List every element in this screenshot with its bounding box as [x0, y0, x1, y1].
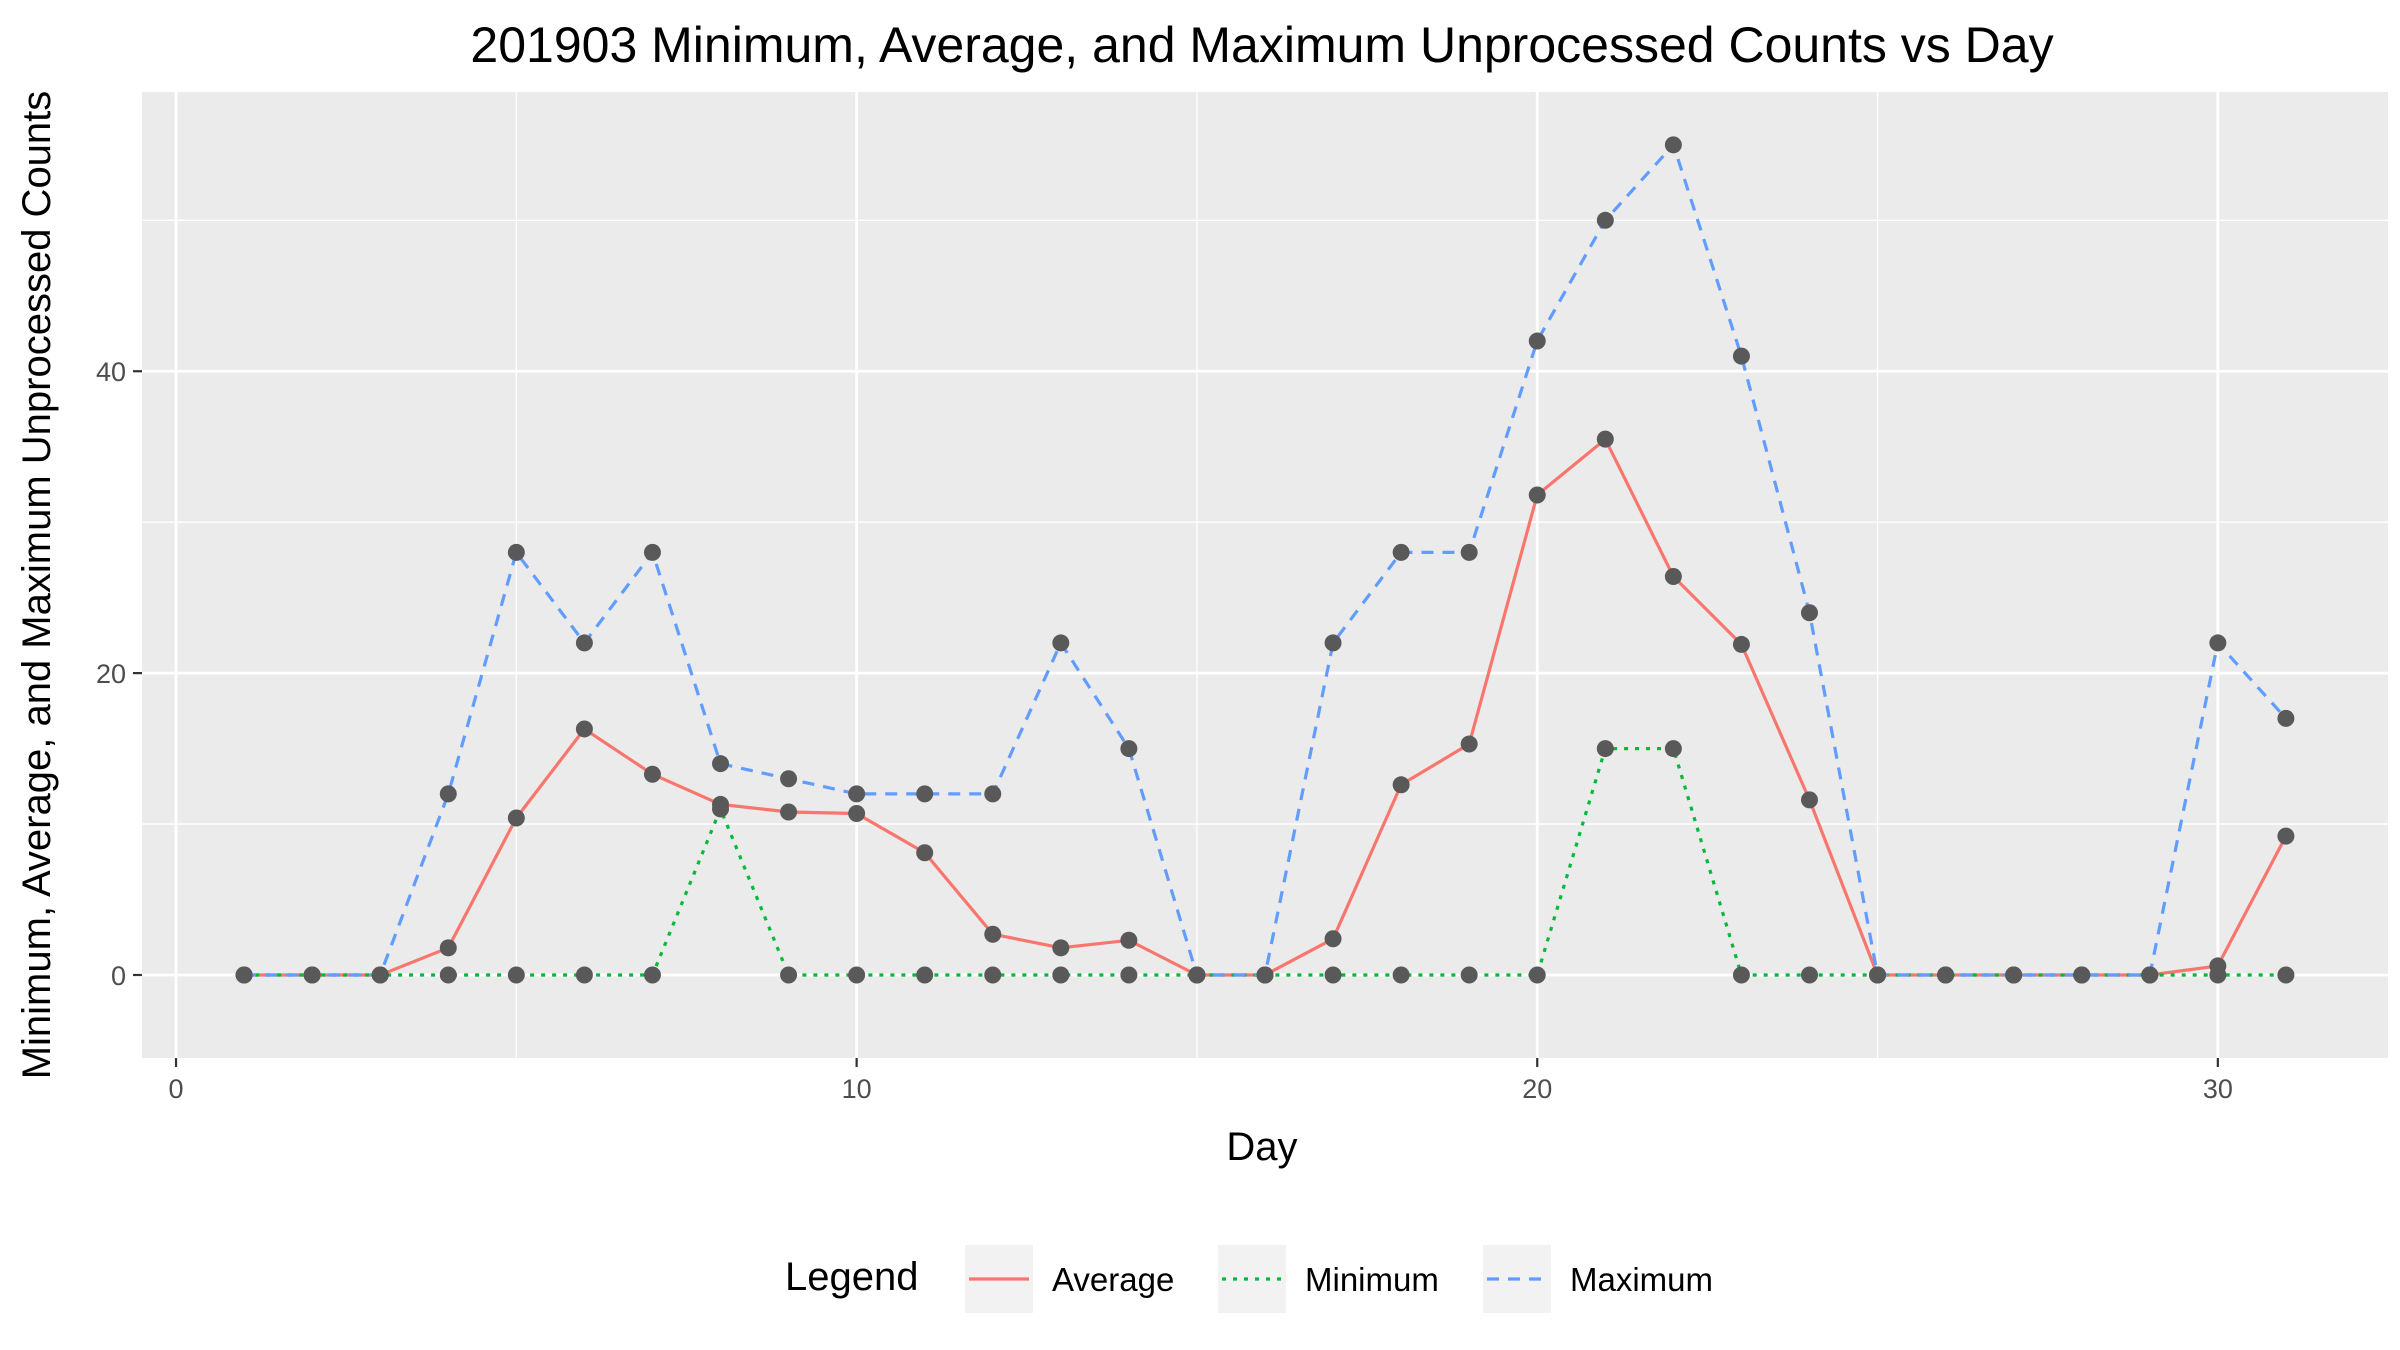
x-tick-label: 20 — [1522, 1074, 1552, 1104]
legend-label-maximum: Maximum — [1570, 1261, 1713, 1298]
data-point-maximum — [235, 966, 253, 984]
y-tick-label: 0 — [111, 961, 126, 991]
data-point-minimum — [780, 966, 798, 984]
data-point-average — [2277, 827, 2295, 845]
data-point-average — [848, 804, 866, 822]
y-tick-label: 20 — [96, 659, 126, 689]
legend-key-minimum — [1218, 1245, 1286, 1313]
data-point-maximum — [1120, 740, 1138, 758]
data-point-maximum — [780, 770, 798, 788]
data-point-minimum — [984, 966, 1002, 984]
data-point-maximum — [2141, 966, 2159, 984]
data-point-average — [1800, 791, 1818, 809]
data-point-maximum — [916, 785, 934, 803]
data-point-average — [1528, 486, 1546, 504]
data-point-average — [575, 720, 593, 738]
data-point-maximum — [1392, 543, 1410, 561]
x-tick-label: 30 — [2203, 1074, 2233, 1104]
data-point-maximum — [575, 634, 593, 652]
data-point-minimum — [575, 966, 593, 984]
data-point-minimum — [1392, 966, 1410, 984]
data-point-minimum — [1120, 966, 1138, 984]
data-point-average — [1460, 735, 1478, 753]
data-point-maximum — [848, 785, 866, 803]
data-point-maximum — [1664, 136, 1682, 154]
data-point-maximum — [643, 543, 661, 561]
data-point-minimum — [712, 800, 730, 818]
data-point-minimum — [1528, 966, 1546, 984]
data-point-average — [1324, 930, 1342, 948]
data-points — [235, 136, 2295, 984]
data-point-maximum — [1324, 634, 1342, 652]
data-point-minimum — [507, 966, 525, 984]
data-point-average — [643, 765, 661, 783]
data-point-average — [1596, 430, 1614, 448]
data-point-maximum — [712, 755, 730, 773]
data-point-maximum — [1869, 966, 1887, 984]
data-point-minimum — [1732, 966, 1750, 984]
data-point-maximum — [2005, 966, 2023, 984]
data-point-maximum — [1596, 211, 1614, 229]
data-point-average — [507, 809, 525, 827]
data-point-maximum — [2073, 966, 2091, 984]
data-point-maximum — [1800, 604, 1818, 622]
data-point-average — [1664, 568, 1682, 586]
data-point-minimum — [1324, 966, 1342, 984]
data-point-maximum — [984, 785, 1002, 803]
data-point-average — [1732, 635, 1750, 653]
data-point-minimum — [916, 966, 934, 984]
y-tick-label: 40 — [96, 357, 126, 387]
data-point-maximum — [1528, 332, 1546, 350]
data-point-maximum — [2277, 709, 2295, 727]
data-point-average — [780, 803, 798, 821]
data-point-maximum — [1052, 634, 1070, 652]
legend: Legend Average Minimum Maximum — [785, 1245, 1713, 1313]
x-tick-label: 10 — [842, 1074, 872, 1104]
data-point-average — [1120, 931, 1138, 949]
x-tick-label: 0 — [169, 1074, 184, 1104]
data-point-maximum — [1732, 347, 1750, 365]
data-point-average — [984, 925, 1002, 943]
data-point-minimum — [2277, 966, 2295, 984]
data-point-minimum — [1596, 740, 1614, 758]
chart-title: 201903 Minimum, Average, and Maximum Unp… — [470, 17, 2053, 73]
data-point-average — [916, 844, 934, 862]
data-point-maximum — [1188, 966, 1206, 984]
data-point-minimum — [1800, 966, 1818, 984]
data-point-minimum — [1460, 966, 1478, 984]
axes: 0 10 20 30 0 20 40 — [96, 357, 2233, 1104]
data-point-average — [439, 939, 457, 957]
data-point-maximum — [2209, 634, 2227, 652]
data-point-maximum — [303, 966, 321, 984]
data-point-maximum — [1256, 966, 1274, 984]
y-axis-title: Minimum, Average, and Maximum Unprocesse… — [15, 91, 59, 1080]
data-point-maximum — [371, 966, 389, 984]
legend-label-minimum: Minimum — [1305, 1261, 1439, 1298]
data-point-minimum — [1664, 740, 1682, 758]
data-point-maximum — [1460, 543, 1478, 561]
legend-label-average: Average — [1052, 1261, 1174, 1298]
data-point-minimum — [439, 966, 457, 984]
data-point-minimum — [2209, 966, 2227, 984]
x-axis-title: Day — [1226, 1125, 1297, 1169]
data-point-maximum — [507, 543, 525, 561]
data-point-average — [1392, 776, 1410, 794]
data-point-minimum — [643, 966, 661, 984]
data-point-minimum — [848, 966, 866, 984]
plot-panel — [142, 92, 2388, 1058]
legend-title: Legend — [785, 1255, 918, 1299]
data-point-minimum — [1052, 966, 1070, 984]
legend-items: Average Minimum Maximum — [965, 1245, 1713, 1313]
data-point-maximum — [1937, 966, 1955, 984]
data-point-maximum — [439, 785, 457, 803]
data-point-average — [1052, 939, 1070, 957]
